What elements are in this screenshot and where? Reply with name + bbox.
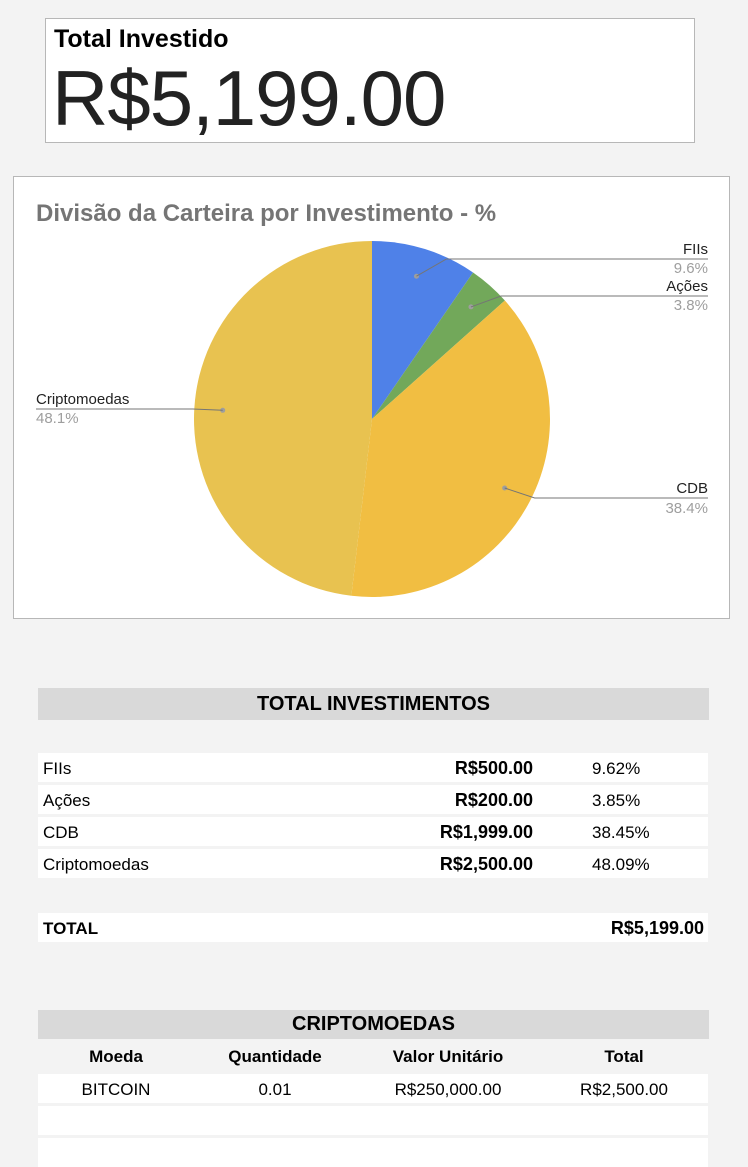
crypto-total: R$2,500.00 <box>580 1080 668 1099</box>
investment-row: FIIs R$500.00 9.62% <box>38 753 708 782</box>
leader-line <box>504 487 708 499</box>
crypto-row: BITCOIN 0.01 R$250,000.00 R$2,500.00 <box>38 1074 708 1103</box>
pie-slice-cdb[interactable] <box>351 300 551 597</box>
column-header-quantidade: Quantidade <box>228 1047 322 1066</box>
investment-row: CDB R$1,999.00 38.45% <box>38 817 708 846</box>
investment-name: CDB <box>43 823 79 842</box>
investment-value: R$200.00 <box>454 790 533 810</box>
investment-row: Criptomoedas R$2,500.00 48.09% <box>38 849 708 878</box>
total-value: R$5,199.00 <box>610 918 704 938</box>
slice-percent-label: 3.8% <box>674 297 708 314</box>
leader-line <box>416 258 708 277</box>
slice-label: Criptomoedas <box>36 391 129 408</box>
crypto-row-empty <box>38 1106 708 1135</box>
column-header-valor-unitario: Valor Unitário <box>392 1047 504 1066</box>
investment-row: Ações R$200.00 3.85% <box>38 785 708 814</box>
investment-value: R$1,999.00 <box>439 822 533 842</box>
crypto-quantity: 0.01 <box>258 1080 292 1099</box>
investment-name: Ações <box>43 791 91 810</box>
column-header-moeda: Moeda <box>89 1047 143 1066</box>
total-invested-label: Total Investido <box>54 25 229 53</box>
investment-value: R$500.00 <box>454 758 533 778</box>
slice-percent-label: 48.1% <box>36 410 79 427</box>
crypto-row-empty <box>38 1138 708 1167</box>
leader-line <box>36 408 223 411</box>
column-header-total: Total <box>604 1047 644 1066</box>
pie-chart-card[interactable]: Divisão da Carteira por Investimento - %… <box>13 176 730 619</box>
pie-chart: Divisão da Carteira por Investimento - %… <box>36 200 708 597</box>
total-label: TOTAL <box>43 919 99 938</box>
slice-label: CDB <box>676 480 708 497</box>
pie-slice-criptomoedas[interactable] <box>194 241 372 596</box>
leader-line <box>470 295 708 308</box>
investment-pct: 9.62% <box>592 759 641 778</box>
crypto-unit-value: R$250,000.00 <box>394 1080 502 1099</box>
slice-label: Ações <box>666 278 708 295</box>
total-invested-amount: R$5,199.00 <box>52 54 446 142</box>
chart-title: Divisão da Carteira por Investimento - % <box>36 200 496 227</box>
slice-label: FIIs <box>683 241 708 258</box>
investment-name: FIIs <box>43 759 72 778</box>
slice-percent-label: 38.4% <box>665 500 708 517</box>
pie-slice-fiis[interactable] <box>372 241 474 419</box>
total-invested-card: Total Investido R$5,199.00 <box>45 18 695 143</box>
investments-total-row: TOTAL R$5,199.00 <box>38 913 708 942</box>
investment-pct: 38.45% <box>592 823 650 842</box>
slice-percent-label: 9.6% <box>674 260 708 277</box>
investments-header: TOTAL INVESTIMENTOS <box>38 688 709 720</box>
investment-pct: 48.09% <box>592 855 650 874</box>
investment-pct: 3.85% <box>592 791 641 810</box>
crypto-coin: BITCOIN <box>81 1080 151 1099</box>
investment-value: R$2,500.00 <box>439 854 533 874</box>
investment-name: Criptomoedas <box>43 855 149 874</box>
crypto-column-headers: Moeda Quantidade Valor Unitário Total <box>38 1047 708 1071</box>
crypto-header: CRIPTOMOEDAS <box>38 1010 709 1039</box>
